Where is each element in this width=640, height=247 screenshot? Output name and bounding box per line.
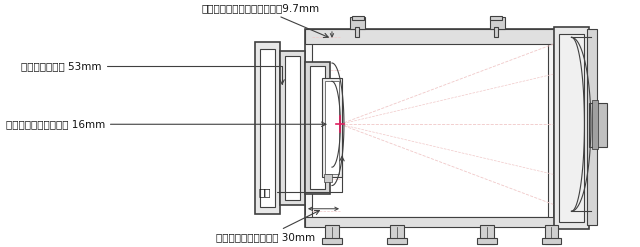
Bar: [325, 225, 339, 244]
Bar: [490, 17, 504, 29]
Bar: [387, 238, 407, 244]
Bar: [554, 27, 589, 228]
Bar: [490, 16, 502, 20]
Bar: [260, 49, 275, 207]
Bar: [310, 66, 325, 189]
Bar: [325, 81, 339, 174]
Bar: [305, 29, 554, 226]
Text: バックフォーカス：約 30mm: バックフォーカス：約 30mm: [216, 210, 319, 243]
Text: 焦点: 焦点: [259, 156, 344, 197]
Text: カメラホルダー先端から約－9.7mm: カメラホルダー先端から約－9.7mm: [201, 3, 328, 38]
Bar: [305, 62, 330, 194]
Bar: [545, 225, 559, 244]
Bar: [593, 100, 598, 149]
Bar: [324, 174, 332, 182]
Bar: [350, 17, 365, 29]
Bar: [541, 238, 561, 244]
Bar: [305, 29, 554, 44]
Bar: [559, 34, 584, 222]
Bar: [355, 27, 360, 37]
Bar: [322, 238, 342, 244]
Bar: [390, 225, 404, 244]
Bar: [255, 42, 280, 214]
Bar: [352, 16, 364, 20]
Text: 中央遮蔽径：約 53mm: 中央遮蔽径：約 53mm: [20, 62, 284, 84]
Bar: [312, 39, 547, 217]
Bar: [479, 225, 493, 244]
Bar: [322, 78, 342, 177]
Text: イメージサークル：約 16mm: イメージサークル：約 16mm: [6, 119, 326, 129]
Bar: [285, 56, 300, 200]
Bar: [305, 217, 554, 226]
Bar: [280, 51, 305, 205]
Bar: [494, 27, 498, 37]
Bar: [477, 238, 497, 244]
Bar: [588, 29, 597, 225]
Bar: [589, 103, 607, 147]
